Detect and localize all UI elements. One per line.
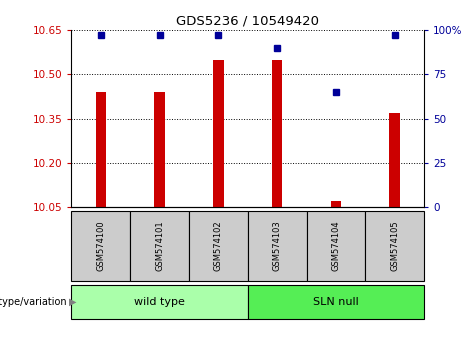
Bar: [272, 59, 283, 207]
Text: GSM574104: GSM574104: [331, 221, 341, 272]
Text: GSM574103: GSM574103: [272, 221, 282, 272]
Bar: [154, 92, 165, 207]
Title: GDS5236 / 10549420: GDS5236 / 10549420: [176, 15, 319, 28]
Bar: [331, 201, 341, 207]
Text: genotype/variation: genotype/variation: [0, 297, 67, 307]
Bar: [71, 211, 130, 281]
Bar: [213, 59, 224, 207]
Text: GSM574101: GSM574101: [155, 221, 164, 272]
Bar: [189, 211, 248, 281]
Text: GSM574102: GSM574102: [214, 221, 223, 272]
Text: wild type: wild type: [134, 297, 185, 307]
Bar: [365, 211, 424, 281]
Text: ▶: ▶: [69, 297, 77, 307]
Bar: [95, 92, 106, 207]
Bar: [248, 211, 307, 281]
Text: SLN null: SLN null: [313, 297, 359, 307]
Bar: [307, 211, 366, 281]
Bar: [390, 113, 400, 207]
Text: GSM574105: GSM574105: [390, 221, 399, 272]
Bar: [71, 285, 248, 319]
Text: GSM574100: GSM574100: [96, 221, 106, 272]
Bar: [130, 211, 189, 281]
Bar: [248, 285, 424, 319]
